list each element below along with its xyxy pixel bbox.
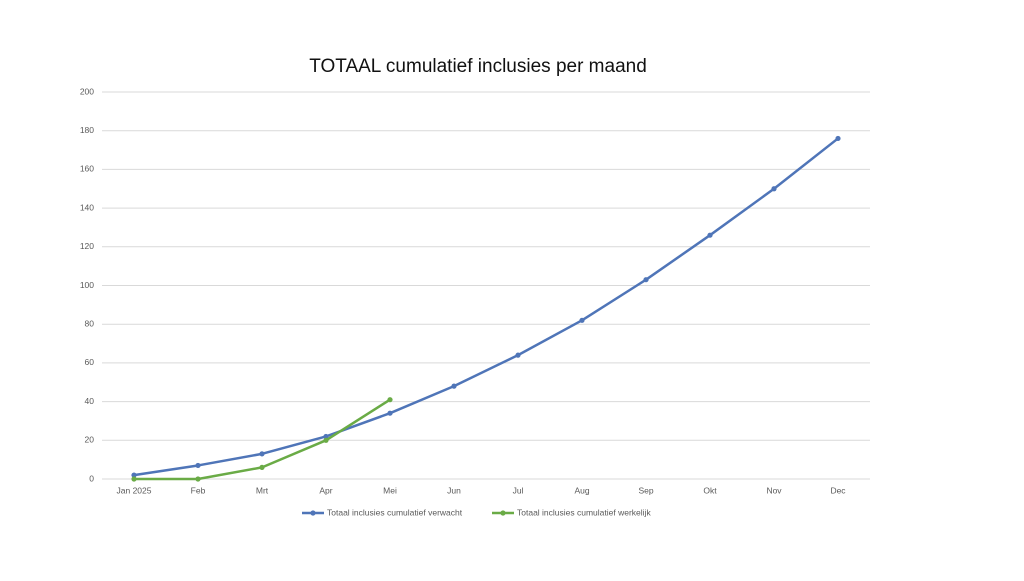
y-tick-label: 0 — [89, 473, 94, 483]
series-line — [133, 137, 839, 477]
legend-marker — [500, 510, 506, 516]
x-tick-label: Mrt — [256, 485, 269, 495]
point — [643, 277, 649, 283]
x-tick-label: Aug — [574, 485, 589, 495]
point — [387, 410, 393, 416]
point — [323, 433, 329, 440]
x-tick-label: Apr — [319, 485, 332, 495]
point — [387, 397, 393, 403]
y-tick-label: 20 — [85, 435, 95, 445]
point — [131, 472, 137, 478]
y-tick-label: 60 — [85, 357, 95, 367]
x-tick-label: Jun — [447, 485, 461, 495]
y-tick-label: 80 — [85, 318, 95, 328]
x-tick-label: Nov — [766, 485, 782, 495]
x-tick-label: Feb — [191, 485, 206, 495]
point — [259, 451, 265, 457]
point — [515, 352, 521, 358]
y-tick-label: 140 — [80, 202, 94, 212]
x-tick-label: Dec — [830, 485, 846, 495]
y-tick-label: 120 — [80, 241, 94, 251]
point — [323, 437, 329, 443]
point — [707, 232, 713, 238]
y-tick-label: 200 — [80, 86, 94, 96]
x-tick-label: Jan 2025 — [117, 485, 152, 495]
y-tick-label: 160 — [80, 164, 94, 174]
point — [835, 135, 841, 142]
legend-marker — [310, 510, 316, 516]
x-tick-label: Okt — [703, 485, 717, 495]
chart-title: TOTAAL cumulatief inclusies per maand — [309, 56, 647, 77]
point — [771, 186, 777, 192]
y-tick-label: 40 — [85, 396, 95, 406]
point — [195, 476, 201, 482]
legend-label: Totaal inclusies cumulatief werkelijk — [517, 507, 651, 517]
point — [451, 383, 457, 389]
x-tick-label: Mei — [383, 485, 397, 495]
point — [259, 464, 265, 470]
y-tick-label: 100 — [80, 280, 94, 290]
x-tick-label: Sep — [638, 485, 653, 495]
point — [131, 476, 137, 482]
y-tick-label: 180 — [80, 125, 94, 135]
legend-label: Totaal inclusies cumulatief verwacht — [327, 507, 463, 517]
point — [195, 462, 201, 469]
x-tick-label: Jul — [513, 485, 524, 495]
point — [579, 317, 585, 323]
